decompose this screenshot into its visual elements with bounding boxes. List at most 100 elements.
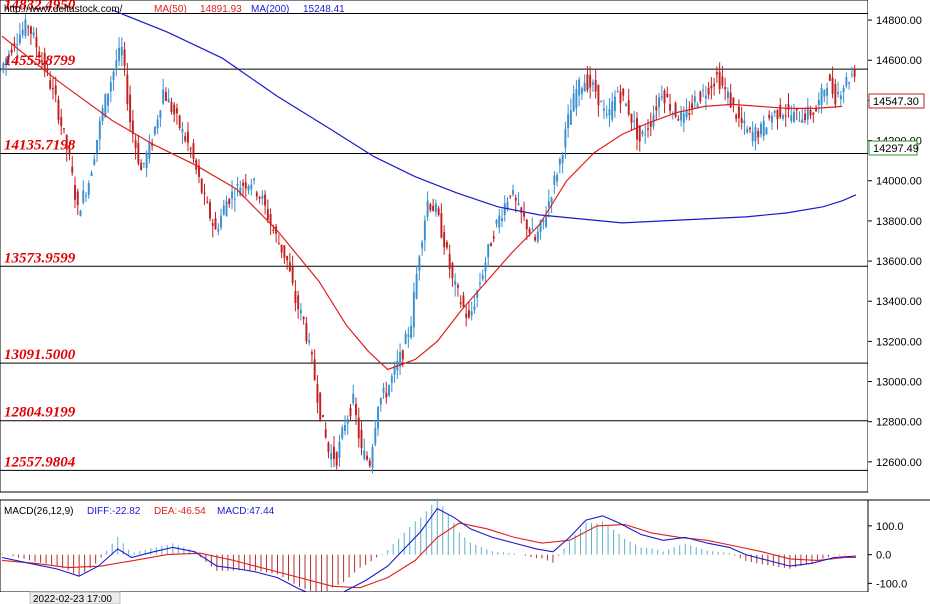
candle-body	[200, 178, 203, 193]
candle-body	[206, 201, 209, 203]
y-tick-label: 12600.00	[876, 457, 922, 469]
candle-body	[148, 141, 151, 159]
source-url[interactable]: http://www.deltastock.com/	[4, 4, 123, 15]
candle-body	[674, 102, 677, 117]
macd-dea-line	[1, 522, 856, 589]
candle-body	[699, 91, 702, 102]
level-label: 13091.5000	[4, 347, 76, 363]
header-legend: http://www.deltastock.com/ MA(50) 14891.…	[4, 4, 345, 15]
candle-body	[691, 103, 694, 109]
candle-body	[465, 313, 468, 318]
candle-body	[726, 91, 729, 99]
candle-body	[189, 148, 192, 150]
candle-body	[239, 187, 242, 196]
candle-body	[495, 220, 498, 224]
candle-body	[266, 208, 269, 220]
candle-body	[751, 131, 754, 142]
candle-body	[399, 352, 402, 367]
candle-body	[225, 201, 228, 217]
candle-body	[214, 218, 217, 230]
level-label: 12804.9199	[4, 405, 76, 421]
candle-body	[636, 118, 638, 140]
candle-body	[302, 317, 305, 320]
ma50-legend-label: MA(50)	[154, 4, 187, 15]
candle-body	[418, 256, 421, 271]
candle-body	[737, 106, 740, 119]
level-label: 14555.8799	[4, 53, 76, 69]
candle-body	[297, 295, 300, 310]
candle-body	[685, 110, 688, 118]
candle-body	[118, 47, 121, 61]
candle-body	[410, 325, 413, 338]
price-panel-frame	[0, 0, 869, 493]
macd-tick-label: 0.0	[876, 550, 891, 562]
candle-body	[848, 82, 851, 84]
y-tick-label: 13400.00	[876, 296, 922, 308]
candle-body	[330, 452, 333, 460]
candle-body	[479, 282, 481, 285]
candle-body	[839, 95, 842, 100]
candle-body	[407, 334, 410, 337]
candle-body	[379, 398, 382, 405]
candle-body	[13, 43, 16, 46]
candle-body	[732, 97, 735, 105]
candle-body	[371, 447, 374, 468]
candle-body	[815, 108, 818, 112]
candle-body	[798, 120, 801, 122]
candle-body	[101, 108, 104, 122]
candle-body	[721, 76, 724, 86]
candle-body	[608, 109, 611, 116]
candle-body	[145, 153, 148, 169]
candle-body	[771, 115, 773, 123]
candle-body	[357, 417, 360, 439]
candle-body	[605, 114, 608, 116]
candle-body	[404, 333, 407, 344]
candle-body	[793, 112, 795, 122]
candle-body	[115, 60, 118, 68]
candle-body	[602, 108, 605, 111]
candle-body	[487, 244, 490, 258]
candle-body	[622, 88, 625, 96]
candle-body	[198, 165, 200, 177]
candle-body	[558, 158, 561, 165]
candle-body	[352, 393, 355, 404]
candle-body	[231, 191, 233, 199]
level-label: 14832.4950	[4, 0, 76, 14]
candle-body	[68, 149, 71, 155]
candle-body	[38, 51, 41, 58]
candle-body	[503, 203, 506, 216]
candle-body	[459, 302, 462, 304]
candle-body	[845, 77, 848, 86]
y-tick-label: 14800.00	[876, 15, 922, 27]
candle-body	[812, 112, 815, 115]
candle-body	[550, 197, 553, 202]
candle-body	[382, 387, 385, 393]
candle-body	[142, 162, 145, 164]
candle-body	[443, 232, 446, 248]
candle-body	[120, 46, 123, 56]
macd-legend-diff: DIFF:-22.82	[87, 506, 141, 517]
candle-body	[167, 98, 170, 103]
candle-body	[586, 74, 589, 91]
candle-body	[611, 101, 614, 120]
candle-body	[531, 229, 534, 231]
candle-body	[90, 172, 93, 177]
candle-body	[702, 90, 705, 92]
candle-body	[153, 126, 156, 135]
candle-body	[261, 195, 264, 199]
candle-body	[96, 139, 99, 153]
candle-body	[29, 26, 32, 34]
candle-body	[467, 310, 470, 318]
candle-body	[178, 115, 181, 128]
candle-body	[523, 212, 526, 217]
candle-body	[432, 205, 435, 212]
candle-body	[310, 352, 313, 355]
candle-body	[768, 114, 771, 119]
candle-body	[707, 87, 710, 95]
candle-body	[597, 84, 600, 106]
candle-body	[291, 266, 294, 284]
candle-body	[853, 69, 856, 77]
candle-body	[7, 53, 10, 57]
candle-body	[696, 104, 699, 108]
